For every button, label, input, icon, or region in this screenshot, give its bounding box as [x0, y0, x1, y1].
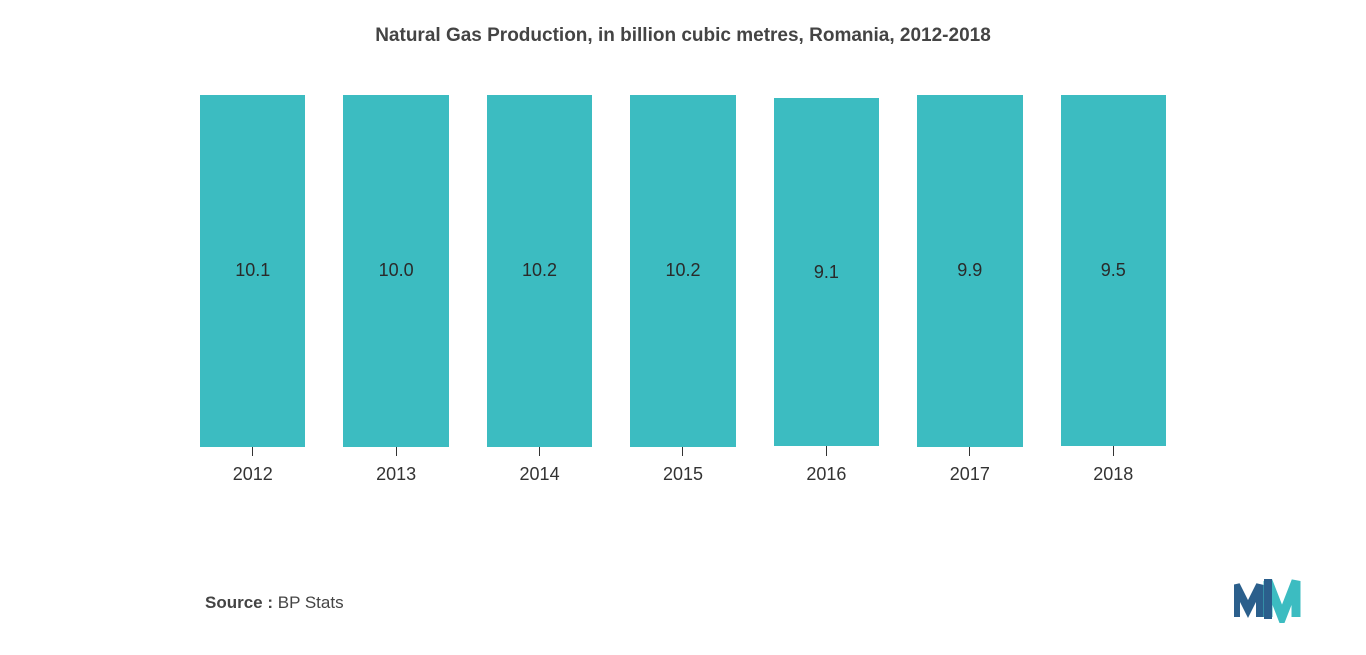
chart-container: Natural Gas Production, in billion cubic…	[0, 0, 1366, 655]
bar: 9.1	[774, 98, 879, 446]
x-axis-label: 2017	[950, 464, 990, 485]
x-axis-label: 2018	[1093, 464, 1133, 485]
bar-group: 10.0 2013	[343, 95, 448, 485]
x-axis-label: 2014	[520, 464, 560, 485]
axis-tick	[396, 447, 397, 456]
bar-group: 9.9 2017	[917, 95, 1022, 485]
bar-group: 9.5 2018	[1061, 95, 1166, 485]
chart-area: 10.1201210.0201310.2201410.220159.120169…	[200, 95, 1166, 485]
bar-value-label: 10.0	[379, 260, 414, 281]
bar-value-label: 10.2	[522, 260, 557, 281]
bar: 10.2	[630, 95, 735, 447]
brand-logo	[1234, 579, 1308, 623]
axis-tick	[252, 447, 253, 456]
source-text: BP Stats	[273, 593, 344, 612]
bar-group: 10.2 2015	[630, 95, 735, 485]
bar-value-label: 10.1	[235, 260, 270, 281]
bar-value-label: 9.1	[814, 262, 839, 283]
bar-value-label: 10.2	[665, 260, 700, 281]
bar-value-label: 9.9	[957, 260, 982, 281]
axis-tick	[1113, 446, 1114, 456]
bar: 9.9	[917, 95, 1022, 447]
axis-tick	[826, 446, 827, 456]
bar-value-label: 9.5	[1101, 260, 1126, 281]
bar-group: 10.2 2014	[487, 95, 592, 485]
bar: 10.0	[343, 95, 448, 447]
source-label: Source :	[205, 593, 273, 612]
x-axis-label: 2015	[663, 464, 703, 485]
axis-tick	[539, 447, 540, 456]
bar: 10.2	[487, 95, 592, 447]
chart-title: Natural Gas Production, in billion cubic…	[0, 25, 1366, 47]
x-axis-label: 2013	[376, 464, 416, 485]
bar-group: 9.1 2016	[774, 95, 879, 485]
x-axis-label: 2012	[233, 464, 273, 485]
bar-group: 10.1 2012	[200, 95, 305, 485]
source-attribution: Source : BP Stats	[205, 593, 344, 613]
axis-tick	[969, 447, 970, 456]
bar: 9.5	[1061, 95, 1166, 446]
x-axis-label: 2016	[806, 464, 846, 485]
axis-tick	[682, 447, 683, 456]
bar: 10.1	[200, 95, 305, 447]
